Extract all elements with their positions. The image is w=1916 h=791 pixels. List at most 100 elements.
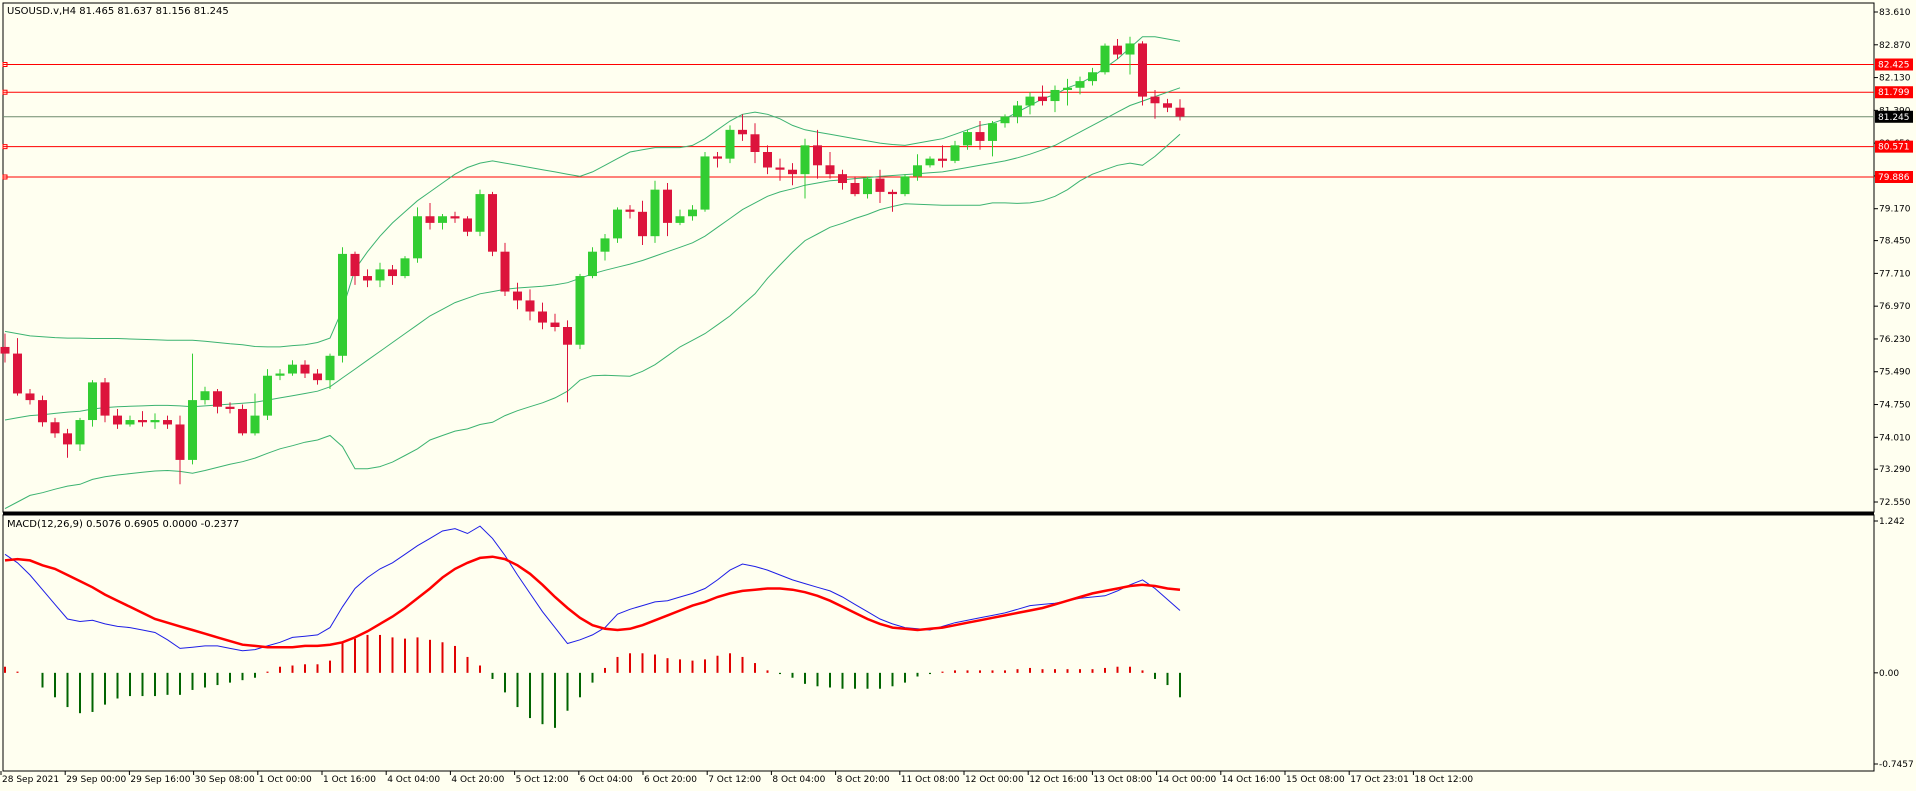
macd-histogram [4, 634, 1181, 728]
candle-body [950, 145, 960, 161]
candle-body [350, 253, 360, 277]
candle-body [1075, 81, 1085, 88]
time-tick-label: 8 Oct 20:00 [837, 775, 890, 785]
candle-body [225, 406, 235, 409]
candle-body [663, 189, 672, 223]
candle-body [588, 251, 597, 277]
time-axis[interactable]: 28 Sep 2021 29 Sep 00:00 29 Sep 16:00 30 Se… [0, 771, 1473, 785]
candle-body [738, 129, 747, 135]
candle-body [500, 251, 510, 292]
price-tick-label: 72.550 [1879, 498, 1911, 508]
level-tag [1875, 170, 1913, 183]
candle-body [300, 364, 310, 374]
candle-body [575, 276, 585, 345]
candle-body [1163, 103, 1172, 108]
candle-body [675, 216, 685, 223]
macd-header: MACD(12,26,9) 0.5076 0.6905 0.0000 -0.23… [7, 519, 239, 530]
price-tick-label: 79.170 [1879, 205, 1911, 215]
candle-body [1013, 105, 1022, 117]
level-tag-label: 79.886 [1878, 173, 1910, 183]
time-tick-label: 11 Oct 08:00 [901, 775, 960, 785]
macd-line [4, 525, 1181, 652]
signal-line [4, 555, 1181, 649]
time-tick-label: 14 Oct 00:00 [1158, 775, 1217, 785]
candle-body [975, 132, 985, 141]
time-tick-label: 1 Oct 16:00 [323, 775, 376, 785]
candle-body [450, 216, 460, 219]
candle-body [1150, 96, 1160, 104]
price-pane-frame [2, 2, 1875, 513]
level-anchor [2, 144, 8, 150]
candle-body [263, 375, 272, 416]
candle-body [538, 311, 547, 323]
candle-body [713, 156, 722, 159]
candle-body [288, 364, 297, 374]
macd-pane[interactable] [4, 525, 1181, 728]
candle-body [50, 422, 60, 434]
current-price-label: 81.245 [1878, 113, 1910, 123]
candles [0, 36, 1185, 485]
candle-body [0, 346, 10, 354]
candle-body [63, 433, 72, 445]
candle-body [863, 178, 872, 195]
candle-body [1125, 43, 1135, 55]
candle-body [175, 424, 185, 460]
candle-body [925, 158, 935, 166]
time-tick-label: 12 Oct 00:00 [965, 775, 1024, 785]
time-tick-label: 7 Oct 12:00 [708, 775, 761, 785]
time-tick-label: 1 Oct 00:00 [259, 775, 312, 785]
time-tick-label: 15 Oct 08:00 [1286, 775, 1345, 785]
candle-body [1050, 89, 1060, 102]
macd-tick-label: -0.7457 [1879, 760, 1914, 770]
candle-body [625, 209, 635, 212]
price-tick-label: 75.490 [1879, 368, 1911, 378]
candle-body [725, 129, 735, 159]
price-tick-label: 82.870 [1879, 41, 1911, 51]
macd-tick-label: 0.00 [1879, 669, 1899, 679]
candle-body [800, 145, 810, 175]
candle-body [325, 355, 335, 381]
candle-body [1000, 116, 1010, 124]
candle-body [513, 291, 522, 301]
candle-body [1113, 45, 1122, 55]
candle-body [688, 209, 697, 217]
candle-body [125, 420, 135, 425]
candle-body [1025, 96, 1035, 106]
level-anchor [2, 89, 8, 95]
symbol-header: USOUSD.v,H4 81.465 81.637 81.156 81.245 [7, 6, 229, 17]
candle-body [200, 391, 210, 401]
candle-body [150, 420, 160, 423]
price-tick-label: 76.230 [1879, 335, 1911, 345]
candle-body [388, 269, 397, 277]
candle-body [875, 178, 885, 192]
candle-body [563, 327, 572, 345]
macd-axis[interactable]: 1.242 0.00 -0.7457 [1874, 517, 1914, 770]
current-price-tag [1875, 110, 1913, 123]
candle-body [913, 165, 922, 177]
candle-body [613, 209, 622, 239]
candle-body [525, 300, 535, 312]
candle-body [488, 194, 497, 252]
candle-body [313, 373, 322, 381]
macd-pane-frame [2, 514, 1875, 772]
candle-body [275, 373, 285, 376]
candle-body [988, 123, 997, 141]
price-tick-label: 83.610 [1879, 8, 1911, 18]
time-tick-label: 6 Oct 04:00 [580, 775, 633, 785]
level-tag-label: 82.425 [1878, 61, 1910, 71]
price-pane[interactable] [0, 36, 1875, 510]
time-tick-label: 28 Sep 2021 [2, 775, 59, 785]
level-anchor [2, 174, 8, 180]
candle-body [888, 191, 897, 195]
candle-body [38, 400, 47, 423]
level-tag-label: 80.571 [1878, 143, 1910, 153]
candle-body [463, 218, 472, 232]
level-tags: 82.425 81.799 80.571 79.886 81.245 [1875, 58, 1913, 183]
candle-body [763, 152, 772, 168]
price-tick-label: 73.290 [1879, 465, 1911, 475]
candle-body [188, 400, 197, 460]
band-lower [4, 133, 1181, 510]
candle-body [238, 408, 247, 434]
